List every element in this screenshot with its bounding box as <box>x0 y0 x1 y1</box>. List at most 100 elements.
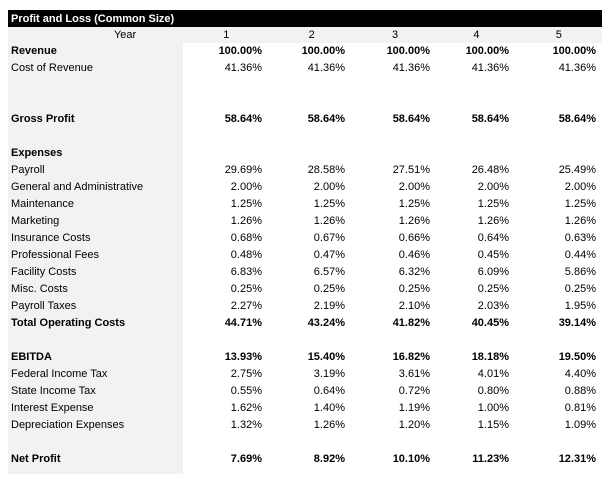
value-cell: 41.36% <box>558 62 596 74</box>
value-cell: 12.31% <box>558 453 596 465</box>
value-cell: 43.24% <box>307 317 345 329</box>
table-row: General and Administrative 2.00% 2.00% 2.00… <box>8 179 602 196</box>
row-label: Gross Profit <box>8 111 183 128</box>
sheet-title: Profit and Loss (Common Size) <box>8 10 602 27</box>
value-cell: 58.64% <box>224 113 262 125</box>
value-cell <box>509 94 596 111</box>
row-label: Payroll Taxes <box>8 298 183 315</box>
value-cell: 7.69% <box>230 453 262 465</box>
value-cell: 13.93% <box>224 351 262 363</box>
value-cell: 15.40% <box>307 351 345 363</box>
value-cell: 2.03% <box>477 300 509 312</box>
value-cell: 2.10% <box>398 300 430 312</box>
value-cell <box>262 434 345 451</box>
row-label: Total Operating Costs <box>8 315 183 332</box>
table-row: Total Operating Costs 44.71% 43.24% 41.82% 4… <box>8 315 602 332</box>
year-header: 4 <box>473 29 480 41</box>
value-cell: 10.10% <box>392 453 430 465</box>
value-cell: 1.26% <box>230 215 262 227</box>
value-cell: 41.82% <box>392 317 430 329</box>
table-row <box>8 434 602 451</box>
table-row: Cost of Revenue 41.36% 41.36% 41.36% 41.36% 4… <box>8 60 602 77</box>
value-cell <box>430 434 509 451</box>
value-cell <box>183 77 262 94</box>
value-cell: 41.36% <box>224 62 262 74</box>
value-cell: 4.40% <box>564 368 596 380</box>
value-cell: 1.26% <box>564 215 596 227</box>
row-label: Misc. Costs <box>8 281 183 298</box>
table-row: Revenue 100.00% 100.00% 100.00% 100.00% 100.0… <box>8 43 602 60</box>
value-cell <box>345 94 430 111</box>
value-cell: 0.63% <box>564 232 596 244</box>
value-cell: 0.64% <box>313 385 345 397</box>
value-cell: 4.01% <box>477 368 509 380</box>
value-cell <box>430 94 509 111</box>
value-cell: 44.71% <box>224 317 262 329</box>
value-cell <box>183 128 262 145</box>
value-cell: 1.09% <box>564 419 596 431</box>
value-cell: 0.55% <box>230 385 262 397</box>
value-cell: 58.64% <box>558 113 596 125</box>
value-cell <box>262 332 345 349</box>
value-cell <box>509 128 596 145</box>
table-row: Expenses <box>8 145 602 162</box>
table-row: Payroll 29.69% 28.58% 27.51% 26.48% 25.49% <box>8 162 602 179</box>
value-cell: 2.00% <box>477 181 509 193</box>
value-cell: 100.00% <box>386 45 430 57</box>
table-row <box>8 128 602 145</box>
value-cell: 0.81% <box>564 402 596 414</box>
value-cell: 0.67% <box>313 232 345 244</box>
table-row: Maintenance 1.25% 1.25% 1.25% 1.25% 1.25% <box>8 196 602 213</box>
value-cell: 0.66% <box>398 232 430 244</box>
row-label <box>8 434 183 451</box>
value-cell: 2.75% <box>230 368 262 380</box>
value-cell: 40.45% <box>471 317 509 329</box>
table-row: Misc. Costs 0.25% 0.25% 0.25% 0.25% 0.25% <box>8 281 602 298</box>
value-cell: 0.44% <box>564 249 596 261</box>
row-label: State Income Tax <box>8 383 183 400</box>
value-cell: 0.47% <box>313 249 345 261</box>
value-cell: 6.09% <box>477 266 509 278</box>
row-label: Interest Expense <box>8 400 183 417</box>
table-row: Marketing 1.26% 1.26% 1.26% 1.26% 1.26% <box>8 213 602 230</box>
value-cell: 1.19% <box>398 402 430 414</box>
value-cell: 0.45% <box>477 249 509 261</box>
value-cell: 58.64% <box>307 113 345 125</box>
label-column-tail <box>8 468 183 474</box>
value-cell: 100.00% <box>465 45 509 57</box>
value-cell: 1.62% <box>230 402 262 414</box>
value-cell: 0.88% <box>564 385 596 397</box>
table-row: Gross Profit 58.64% 58.64% 58.64% 58.64% 58.6… <box>8 111 602 128</box>
value-cell: 27.51% <box>392 164 430 176</box>
value-cell: 2.27% <box>230 300 262 312</box>
value-cell: 1.40% <box>313 402 345 414</box>
value-cell: 58.64% <box>471 113 509 125</box>
value-cell: 11.23% <box>472 453 509 465</box>
value-cell: 0.64% <box>477 232 509 244</box>
value-cell: 100.00% <box>301 45 345 57</box>
value-cell <box>262 128 345 145</box>
value-cell: 6.32% <box>398 266 430 278</box>
table-row: Interest Expense 1.62% 1.40% 1.19% 1.00% 0.81… <box>8 400 602 417</box>
value-cell: 41.36% <box>392 62 430 74</box>
value-cell <box>509 434 596 451</box>
year-header: 3 <box>392 29 399 41</box>
value-cell <box>345 77 430 94</box>
value-cell: 1.25% <box>398 198 430 210</box>
value-cell: 29.69% <box>224 164 262 176</box>
value-cell: 41.36% <box>471 62 509 74</box>
value-cell: 28.58% <box>307 164 345 176</box>
year-label: Year <box>8 27 183 43</box>
value-cell: 100.00% <box>218 45 262 57</box>
row-label: Facility Costs <box>8 264 183 281</box>
value-cell: 3.61% <box>398 368 430 380</box>
row-label: Marketing <box>8 213 183 230</box>
table-row: Payroll Taxes 2.27% 2.19% 2.10% 2.03% 1.95% <box>8 298 602 315</box>
value-cell: 0.25% <box>230 283 262 295</box>
value-cell: 18.18% <box>471 351 509 363</box>
table-row: Insurance Costs 0.68% 0.67% 0.66% 0.64% 0.63% <box>8 230 602 247</box>
value-cell <box>430 77 509 94</box>
table-row <box>8 94 602 111</box>
value-cell: 3.19% <box>313 368 345 380</box>
value-cell: 2.19% <box>313 300 345 312</box>
